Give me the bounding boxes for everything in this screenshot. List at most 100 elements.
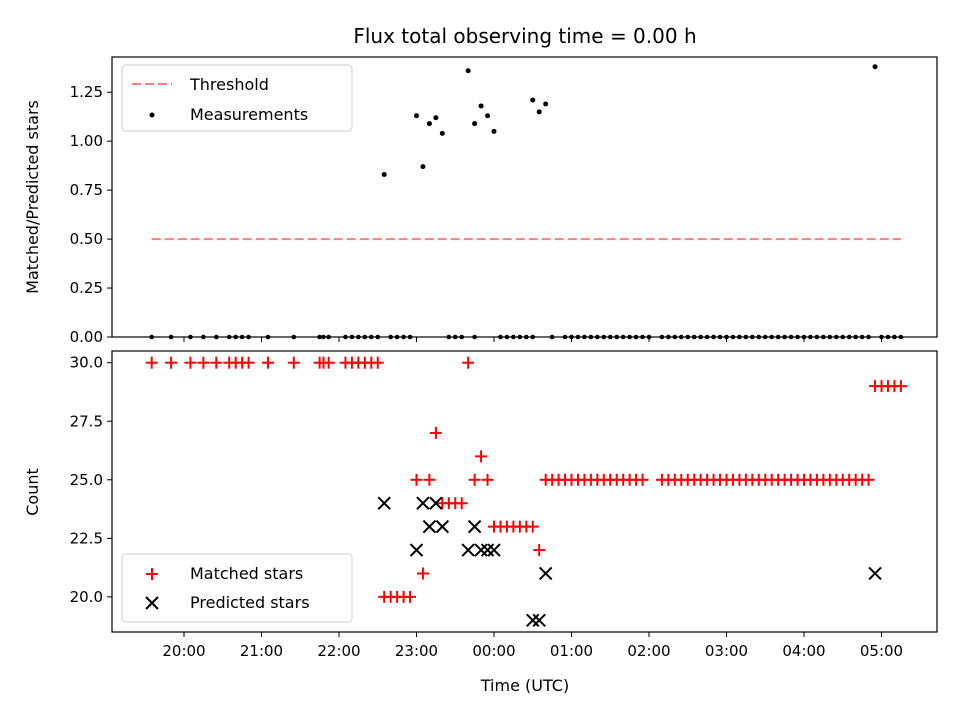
legend-predicted-swatch	[145, 596, 159, 610]
matched-star-marker	[455, 497, 468, 510]
matched-star-marker	[481, 473, 494, 486]
bottom-y-tick-label: 27.5	[70, 412, 103, 430]
measurement-point	[465, 68, 471, 74]
predicted-star-marker	[422, 519, 437, 534]
matched-stars-points	[145, 356, 907, 603]
predicted-star-marker	[416, 496, 430, 510]
top-y-tick-label: 0.75	[70, 181, 103, 199]
matched-star-marker	[197, 356, 210, 369]
matched-star-marker	[322, 356, 335, 369]
matched-star-marker	[429, 426, 442, 439]
predicted-star-marker	[538, 566, 553, 581]
legend-matched-label: Matched stars	[190, 564, 303, 583]
legend-measurements-swatch	[149, 112, 155, 118]
predicted-star-marker	[868, 566, 882, 581]
bottom-plot-frame	[111, 350, 938, 633]
bottom-panel: 20.0 22.5 25.0 27.5 30.0 20:00 21:00 22:00 23:0…	[23, 350, 938, 695]
matched-star-marker	[210, 356, 223, 369]
predicted-star-marker	[429, 496, 443, 510]
x-tick-label: 21:00	[240, 642, 283, 660]
measurement-point	[414, 113, 419, 119]
x-tick-label: 23:00	[395, 642, 438, 660]
x-tick-label: 00:00	[472, 642, 515, 660]
bottom-y-ticks: 20.0 22.5 25.0 27.5 30.0	[70, 354, 112, 606]
predicted-star-marker	[377, 496, 391, 510]
matched-star-marker	[533, 544, 546, 557]
matched-star-marker	[371, 356, 384, 369]
predicted-star-marker	[409, 543, 424, 557]
predicted-star-marker	[461, 543, 475, 557]
x-tick-label: 03:00	[705, 642, 748, 660]
bottom-y-tick-label: 22.5	[70, 529, 103, 547]
matched-star-marker	[416, 567, 429, 580]
measurement-point	[530, 97, 536, 103]
x-tick-label: 22:00	[317, 642, 360, 660]
top-legend: Threshold Measurements	[121, 64, 353, 132]
top-y-axis-label: Matched/Predicted stars	[23, 100, 42, 294]
chart-title: Flux total observing time = 0.00 h	[353, 24, 696, 48]
matched-star-marker	[862, 473, 875, 486]
bottom-legend: Matched stars Predicted stars	[121, 553, 353, 623]
matched-star-marker	[165, 356, 178, 369]
top-plot-frame	[111, 56, 938, 338]
top-y-ticks: 0.00 0.25 0.50 0.75 1.00 1.25	[70, 83, 112, 346]
matched-star-marker	[423, 473, 436, 486]
bottom-y-tick-label: 30.0	[70, 354, 103, 372]
predicted-star-marker	[526, 613, 540, 627]
matched-star-marker	[462, 356, 475, 369]
top-y-tick-label: 0.00	[70, 328, 103, 346]
matched-star-marker	[145, 356, 158, 369]
predicted-star-marker	[480, 543, 495, 557]
x-tick-label: 05:00	[860, 642, 903, 660]
bottom-y-tick-label: 20.0	[70, 588, 103, 606]
predicted-star-marker	[532, 613, 546, 627]
x-tick-label: 02:00	[627, 642, 670, 660]
predicted-star-marker	[474, 543, 488, 557]
legend-measurements-label: Measurements	[190, 105, 308, 124]
measurement-point	[872, 64, 878, 70]
matched-star-marker	[468, 473, 481, 486]
bottom-legend-box	[121, 553, 353, 623]
measurement-point	[420, 164, 426, 170]
matched-star-marker	[261, 356, 274, 369]
measurement-point	[536, 109, 542, 115]
x-tick-label: 20:00	[162, 642, 205, 660]
matched-star-marker	[475, 450, 488, 463]
top-y-tick-label: 1.25	[70, 83, 103, 101]
top-y-tick-label: 0.50	[70, 230, 103, 248]
bottom-x-ticks: 20:00 21:00 22:00 23:00 00:00 01:00 02:00 03:00…	[162, 632, 903, 660]
measurement-point	[426, 121, 432, 127]
matched-star-marker	[410, 473, 423, 486]
matched-star-marker	[894, 380, 907, 393]
matched-star-marker	[526, 520, 539, 533]
top-y-tick-label: 1.00	[70, 132, 103, 150]
matched-star-marker	[287, 356, 300, 369]
predicted-stars-points	[377, 496, 882, 627]
measurement-point	[439, 130, 445, 136]
bottom-y-axis-label: Count	[23, 468, 42, 516]
top-panel: 0.00 0.25 0.50 0.75 1.00 1.25 Matched/Predict…	[23, 56, 938, 346]
matched-star-marker	[404, 590, 417, 603]
measurement-point	[472, 121, 478, 127]
legend-threshold-label: Threshold	[189, 75, 269, 94]
bottom-y-tick-label: 25.0	[70, 471, 103, 489]
predicted-star-marker	[467, 519, 482, 534]
legend-matched-swatch	[146, 568, 158, 580]
measurement-point	[543, 101, 549, 107]
matched-star-marker	[242, 356, 255, 369]
measurement-point	[485, 113, 491, 119]
measurement-point	[381, 171, 387, 177]
matched-star-marker	[184, 356, 197, 369]
x-axis-label: Time (UTC)	[480, 676, 569, 695]
predicted-star-marker	[435, 519, 450, 534]
measurement-point	[478, 103, 484, 109]
legend-predicted-label: Predicted stars	[190, 593, 310, 612]
measurement-point	[491, 128, 497, 134]
top-legend-box	[121, 64, 353, 132]
predicted-star-marker	[487, 543, 501, 557]
x-tick-label: 04:00	[782, 642, 825, 660]
top-y-tick-label: 0.25	[70, 279, 103, 297]
matched-star-marker	[636, 473, 649, 486]
measurement-point	[433, 115, 439, 121]
